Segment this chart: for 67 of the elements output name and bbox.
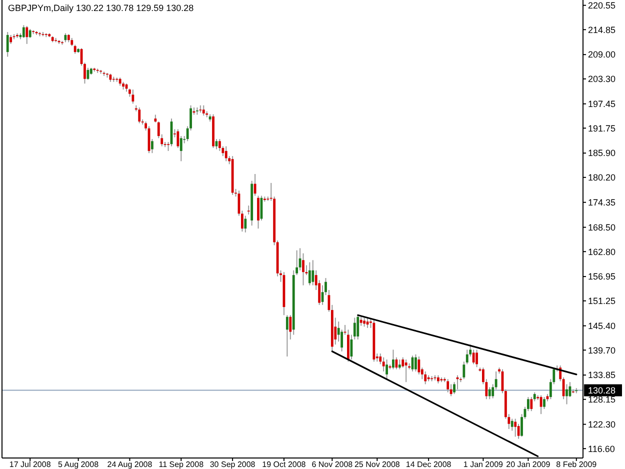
candlestick (530, 396, 533, 412)
candlestick (446, 378, 450, 393)
candlestick (392, 349, 394, 370)
y-tick-label: 116.60 (588, 444, 615, 454)
y-tick-label: 220.55 (588, 0, 616, 10)
y-tick-label: 174.35 (588, 197, 616, 208)
candlestick (244, 215, 247, 233)
x-tick-label: 25 Nov 2008 (354, 460, 400, 469)
candlestick (138, 106, 141, 124)
candlestick (395, 356, 398, 370)
y-tick-label: 180.20 (588, 172, 616, 183)
x-tick-label: 20 Jan 2009 (506, 460, 551, 469)
candlestick (132, 89, 134, 104)
x-tick-label: 19 Oct 2008 (262, 460, 306, 469)
y-tick-label: 197.45 (588, 98, 616, 109)
candlestick (356, 314, 360, 340)
x-tick-label: 17 Jul 2008 (9, 460, 52, 469)
candlestick (414, 354, 417, 372)
candlestick (404, 358, 408, 383)
x-tick-label: 30 Sep 2008 (210, 460, 256, 469)
y-tick-label: 139.70 (588, 345, 616, 356)
candlestick (398, 358, 401, 370)
x-tick-label: 1 Jan 2009 (463, 460, 504, 469)
candlestick (86, 67, 90, 80)
x-tick-label: 8 Feb 2009 (556, 460, 598, 469)
candlestick (386, 358, 388, 380)
y-tick-label: 162.80 (588, 246, 616, 257)
candlestick (514, 418, 517, 438)
x-tick-label: 14 Dec 2008 (406, 460, 452, 469)
x-tick-label: 5 Aug 2008 (58, 460, 100, 469)
candlestick (215, 138, 218, 150)
y-tick-label: 209.00 (588, 50, 616, 60)
candlestick (286, 314, 288, 358)
candlestick (566, 384, 568, 405)
candlestick (308, 262, 311, 286)
candlestick (26, 26, 28, 44)
candlestick (22, 24, 25, 38)
y-tick-label: 185.90 (588, 148, 616, 158)
candlestick (257, 195, 260, 230)
candlestick (312, 260, 314, 286)
y-tick-label: 128.15 (588, 394, 616, 405)
candlestick (202, 104, 205, 116)
candlestick (424, 370, 427, 385)
y-tick-label: 156.95 (588, 272, 616, 282)
y-tick-label: 133.85 (588, 370, 616, 380)
candlestick (540, 394, 542, 415)
y-tick-label: 122.30 (588, 419, 616, 430)
y-tick-label: 168.50 (588, 222, 616, 232)
x-tick-label: 11 Sep 2008 (158, 460, 204, 469)
candlestick (254, 173, 256, 196)
y-tick-label: 203.30 (588, 74, 616, 84)
candlestick (476, 349, 478, 368)
candlestick (418, 356, 420, 375)
x-tick-label: 6 Nov 2008 (312, 460, 354, 469)
y-tick-label: 191.75 (588, 123, 616, 134)
candlestick (224, 146, 228, 162)
candlestick (517, 423, 520, 440)
y-tick-label: 214.85 (588, 24, 616, 35)
candlestick (6, 31, 9, 58)
candlestick (543, 396, 546, 410)
chart-title: GBPJPYm,Daily 130.22 130.78 129.59 130.28 (8, 3, 194, 13)
candlestick (151, 138, 154, 154)
y-tick-label: 151.25 (588, 296, 616, 306)
ref-line-label: 130.28 (588, 385, 616, 396)
x-tick-label: 24 Aug 2008 (107, 460, 153, 469)
y-tick-label: 145.40 (588, 320, 616, 331)
candlestick (488, 386, 491, 400)
